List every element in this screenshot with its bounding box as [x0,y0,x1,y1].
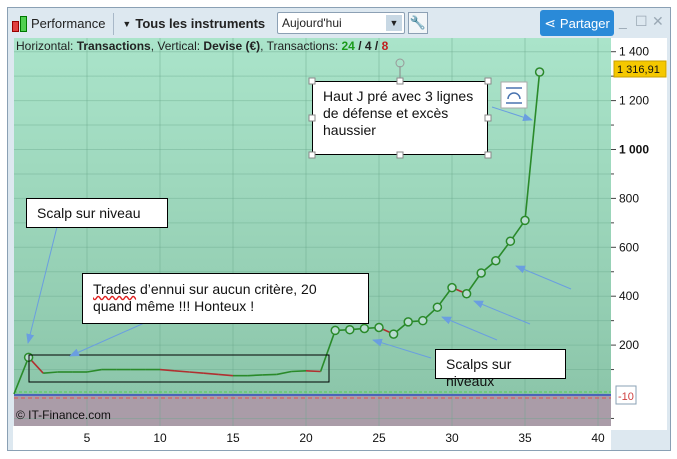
x-tick-label: 25 [372,431,386,445]
gain-segment [291,369,307,373]
y-tick-label: 1 000 [619,143,649,157]
data-point [534,67,545,77]
y-tick-label: 1 200 [619,94,649,108]
y-axis-panel [611,38,667,430]
y-tick-label: 200 [619,338,639,352]
loss-segment [218,373,234,377]
data-point [388,329,399,339]
x-tick-label: 10 [153,431,167,445]
x-tick-label: 40 [591,431,605,445]
separator [113,12,115,35]
data-point [403,317,413,327]
arrow [441,316,498,341]
gain-segment [86,368,102,373]
period-value: Aujourd'hui [282,16,342,30]
zero-marker[interactable] [615,385,637,405]
data-point [476,268,486,278]
annotation-text-spellchecked: Trades [93,281,137,297]
x-tick-label: 20 [299,431,313,445]
zero-marker-label: -10 [618,391,634,403]
chevron-down-icon[interactable]: ▼ [386,15,402,31]
performance-button[interactable]: Performance [8,12,109,36]
minimize-icon[interactable]: _ [619,13,627,29]
data-point [505,236,516,246]
instruments-dropdown[interactable]: ▼ Tous les instruments [118,12,269,36]
x-axis-panel [13,426,611,450]
y-tick-label: 1 400 [619,45,649,59]
loss-segment [203,372,219,376]
period-select[interactable]: Aujourd'hui ▼ [277,12,405,34]
gain-segment [276,370,292,376]
gain-segment [524,71,541,221]
annotation-haut[interactable]: Haut J pré avec 3 lignes de défense et e… [312,81,488,155]
gain-segment [13,357,30,395]
share-icon: ⋖ [544,14,556,31]
data-point [447,282,457,293]
annotation-text: Scalp sur niveau [37,205,141,221]
share-label: Partager [559,15,610,31]
data-point [520,215,530,226]
loss-segment [189,371,204,375]
copyright: © IT-Finance.com [16,408,111,422]
gain-segment [43,371,58,375]
instruments-label: Tous les instruments [135,16,266,31]
data-point [432,302,443,312]
arrow [26,226,58,344]
x-tick-label: 30 [445,431,459,445]
performance-label: Performance [31,16,106,31]
x-tick-label: 5 [84,431,91,445]
close-icon[interactable]: ✕ [652,13,664,29]
gain-segment [319,330,336,372]
arrow [491,106,533,122]
arrow [372,338,432,359]
arrow [515,265,572,290]
toolbar: Performance ▼ Tous les instruments Aujou… [8,8,670,39]
annotation-text: d’ennui sur aucun critère, 20 quand même… [93,281,317,314]
data-point [461,289,472,299]
data-point [359,323,370,334]
annotation-scalps[interactable]: Scalps sur niveaux [435,349,566,389]
loss-segment [305,369,321,373]
data-point [491,255,501,266]
x-tick-label: 35 [518,431,532,445]
chevron-down-icon: ▼ [122,18,132,29]
negative-zone [14,394,611,426]
arrow [473,300,531,325]
data-point [330,325,340,336]
flat-zone-box [28,354,330,383]
y-tick-label: 400 [619,289,639,303]
data-point [374,322,384,333]
maximize-icon[interactable]: ☐ [635,13,648,29]
annotation-text: Haut J pré avec 3 lignes de défense et e… [323,88,474,138]
x-tick-label: 15 [226,431,240,445]
loss-segment [174,369,190,373]
y-tick-label: 800 [619,191,639,205]
last-value-badge [613,60,667,78]
loss-segment [159,368,175,372]
annotation-scalp[interactable]: Scalp sur niveau [26,198,168,228]
data-point [418,315,428,326]
share-button[interactable]: ⋖ Partager [540,10,614,36]
y-tick-label: 600 [619,240,639,254]
gain-segment [247,374,263,377]
last-value-label: 1 316,91 [617,64,660,76]
data-point [345,324,355,335]
candlestick-icon [12,15,27,32]
annotation-text: Scalps sur niveaux [446,356,512,389]
info-line: Horizontal: Transactions, Vertical: Devi… [16,39,389,53]
wrench-icon[interactable]: 🔧 [408,12,428,34]
annotation-arrows [26,106,572,359]
annotation-trades[interactable]: Trades d’ennui sur aucun critère, 20 qua… [82,273,369,324]
